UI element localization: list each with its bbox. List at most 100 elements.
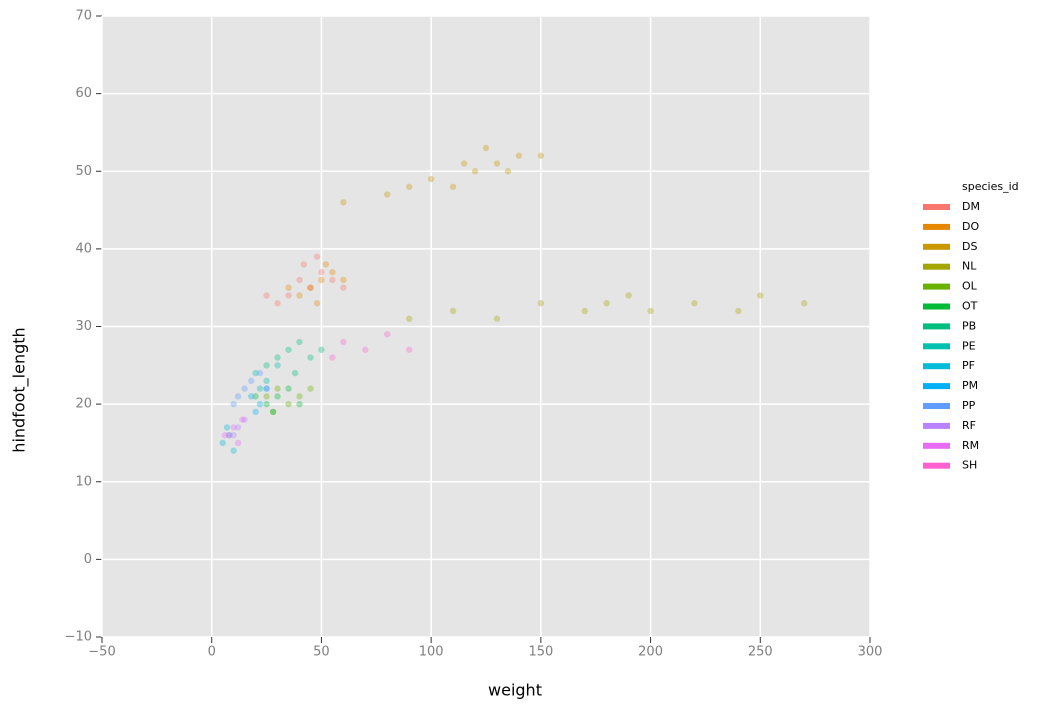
point bbox=[460, 160, 468, 167]
point bbox=[263, 400, 270, 408]
x-tick-label: 100 bbox=[419, 645, 444, 660]
point bbox=[274, 354, 281, 361]
point bbox=[449, 307, 457, 315]
point bbox=[307, 385, 314, 392]
point bbox=[340, 338, 347, 346]
legend-key bbox=[923, 462, 950, 469]
x-tick-label: −50 bbox=[88, 645, 115, 660]
legend-key bbox=[923, 204, 950, 210]
y-tick-label: 70 bbox=[75, 9, 92, 24]
point bbox=[318, 346, 325, 353]
point bbox=[313, 300, 321, 307]
y-tick-label: 30 bbox=[75, 319, 92, 334]
point bbox=[515, 152, 523, 159]
point bbox=[493, 315, 501, 322]
x-tick-label: 250 bbox=[748, 645, 773, 660]
point bbox=[313, 253, 321, 260]
point bbox=[406, 315, 413, 322]
point bbox=[757, 292, 764, 299]
point bbox=[537, 152, 545, 159]
point bbox=[449, 183, 457, 190]
point bbox=[274, 300, 281, 307]
legend-label: OT bbox=[962, 300, 978, 313]
point bbox=[234, 393, 242, 400]
point bbox=[537, 300, 545, 307]
point bbox=[340, 276, 347, 284]
point bbox=[274, 385, 281, 392]
y-tick-label: 10 bbox=[75, 474, 92, 489]
point bbox=[603, 300, 610, 307]
point bbox=[263, 385, 270, 392]
point bbox=[269, 408, 277, 416]
point bbox=[285, 400, 292, 408]
legend-label: PP bbox=[962, 399, 976, 412]
point bbox=[256, 400, 264, 408]
legend-label: PE bbox=[962, 339, 976, 352]
y-tick-label: 50 bbox=[75, 164, 92, 179]
legend-key bbox=[923, 363, 950, 370]
point bbox=[296, 400, 303, 408]
point bbox=[291, 369, 299, 377]
point bbox=[296, 338, 303, 346]
x-tick-label: 150 bbox=[528, 645, 553, 660]
point bbox=[252, 408, 259, 416]
point bbox=[263, 393, 270, 400]
point bbox=[318, 268, 325, 276]
point bbox=[329, 268, 336, 276]
point bbox=[230, 424, 237, 431]
point bbox=[256, 385, 264, 392]
legend-key bbox=[923, 442, 950, 449]
point bbox=[263, 292, 270, 299]
legend-key bbox=[923, 383, 950, 390]
point bbox=[691, 300, 698, 307]
legend-label: DO bbox=[962, 220, 979, 233]
legend-title: species_id bbox=[962, 180, 1019, 193]
point bbox=[230, 431, 237, 439]
point bbox=[241, 385, 248, 392]
legend-key bbox=[923, 223, 950, 230]
legend-key bbox=[923, 422, 950, 429]
point bbox=[223, 424, 231, 431]
point bbox=[340, 199, 347, 206]
x-tick-label: 0 bbox=[208, 645, 216, 660]
point bbox=[329, 276, 336, 284]
legend-label: PM bbox=[962, 379, 978, 392]
point bbox=[248, 377, 255, 385]
point bbox=[504, 168, 512, 175]
legend-key bbox=[923, 283, 950, 290]
legend-key bbox=[923, 263, 950, 270]
point bbox=[285, 284, 292, 291]
point bbox=[406, 183, 413, 190]
point bbox=[269, 408, 277, 416]
point bbox=[300, 261, 308, 268]
point bbox=[581, 307, 588, 315]
legend-label: DM bbox=[962, 200, 980, 213]
point bbox=[296, 292, 303, 299]
point bbox=[263, 385, 270, 392]
y-tick-label: 40 bbox=[75, 241, 92, 256]
point bbox=[274, 393, 281, 400]
point bbox=[285, 292, 292, 299]
point bbox=[482, 144, 490, 152]
point bbox=[230, 447, 237, 454]
y-tick-label: 20 bbox=[75, 397, 92, 412]
point bbox=[285, 346, 292, 353]
point bbox=[307, 284, 314, 291]
point bbox=[493, 160, 501, 167]
point bbox=[241, 416, 248, 423]
y-tick-label: 0 bbox=[84, 552, 92, 567]
x-axis-title: weight bbox=[488, 681, 542, 700]
point bbox=[226, 431, 233, 439]
point bbox=[735, 307, 742, 315]
point bbox=[307, 354, 314, 361]
point bbox=[239, 416, 246, 423]
point bbox=[318, 276, 325, 284]
point bbox=[384, 331, 391, 338]
legend-label: PB bbox=[962, 319, 976, 332]
point bbox=[285, 385, 292, 392]
point bbox=[252, 393, 259, 400]
point bbox=[322, 261, 330, 268]
point bbox=[800, 300, 808, 307]
legend-label: OL bbox=[962, 280, 978, 293]
point bbox=[221, 431, 229, 439]
